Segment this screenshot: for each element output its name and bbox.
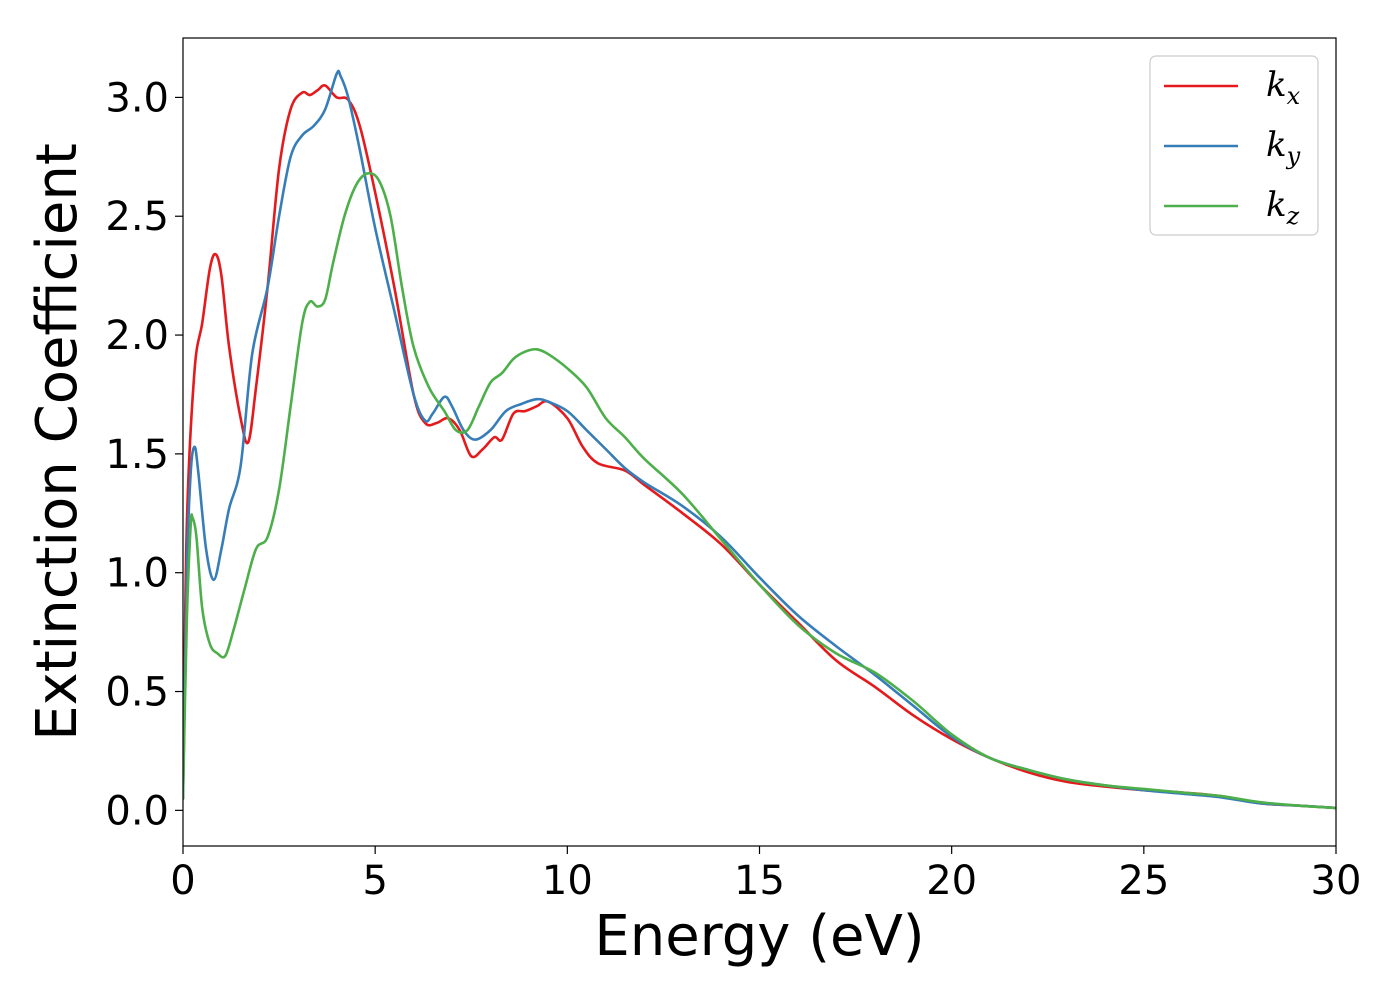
series-line-k-x bbox=[183, 84, 1336, 810]
y-axis: 0.0 0.5 1.0 1.5 2.0 2.5 3.0 bbox=[105, 75, 183, 834]
series-line-k-y bbox=[183, 69, 1336, 810]
series-line-k-z bbox=[183, 171, 1336, 810]
x-axis-label: Energy (eV) bbox=[594, 904, 924, 969]
y-tick-label: 1.0 bbox=[105, 551, 169, 597]
legend-label-x: kx bbox=[1266, 65, 1301, 110]
legend-label-y: ky bbox=[1266, 125, 1301, 170]
x-tick-label: 15 bbox=[734, 858, 785, 904]
y-tick-label: 3.0 bbox=[105, 75, 169, 121]
x-axis: 0 5 10 15 20 25 30 bbox=[170, 846, 1361, 904]
series-layer bbox=[183, 69, 1336, 810]
x-tick-label: 20 bbox=[926, 858, 977, 904]
y-tick-label: 0.5 bbox=[105, 670, 169, 716]
legend-items: kx ky kz bbox=[1164, 65, 1301, 230]
y-axis-label: Extinction Coefficient bbox=[25, 143, 90, 741]
y-tick-label: 1.5 bbox=[105, 432, 169, 478]
legend-label-z: kz bbox=[1266, 185, 1300, 230]
x-tick-label: 25 bbox=[1118, 858, 1169, 904]
y-tick-label: 0.0 bbox=[105, 788, 169, 834]
x-tick-label: 0 bbox=[170, 858, 195, 904]
x-tick-label: 30 bbox=[1311, 858, 1362, 904]
x-tick-label: 10 bbox=[542, 858, 593, 904]
legend: kx ky kz bbox=[1149, 55, 1319, 236]
x-tick-label: 5 bbox=[362, 858, 387, 904]
y-tick-label: 2.0 bbox=[105, 313, 169, 359]
y-tick-label: 2.5 bbox=[105, 194, 169, 240]
